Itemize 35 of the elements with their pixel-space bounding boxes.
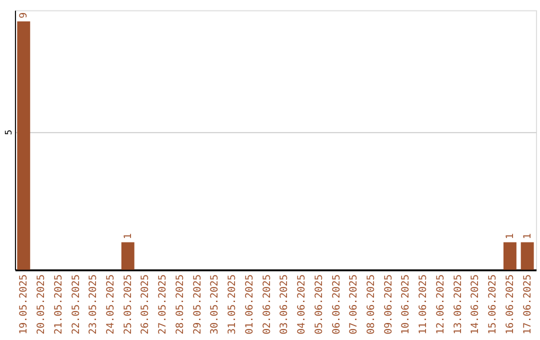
x-tick-label: 28.05.2025 xyxy=(174,274,186,334)
x-tick-label: 29.05.2025 xyxy=(192,274,204,334)
x-tick-label: 13.06.2025 xyxy=(452,274,464,334)
x-tick-label: 12.06.2025 xyxy=(435,274,446,334)
data-label: 1 xyxy=(504,233,516,240)
x-tick-label: 26.05.2025 xyxy=(140,274,152,334)
x-tick-label: 01.06.2025 xyxy=(244,274,256,334)
x-tick-label: 04.06.2025 xyxy=(296,274,308,334)
x-tick-label: 10.06.2025 xyxy=(400,274,412,334)
x-tick-label: 03.06.2025 xyxy=(279,274,290,334)
x-tick-label: 07.06.2025 xyxy=(348,274,360,334)
x-tick-label: 27.05.2025 xyxy=(158,274,169,334)
x-tick-label: 17.06.2025 xyxy=(522,274,534,334)
x-tick-label: 20.05.2025 xyxy=(36,274,48,334)
x-tick-label: 25.05.2025 xyxy=(122,274,134,334)
x-tick-label: 02.06.2025 xyxy=(262,274,273,334)
x-tick-label: 09.06.2025 xyxy=(383,274,394,334)
y-tick-label: 5 xyxy=(4,130,14,135)
x-tick-label: 05.06.2025 xyxy=(314,274,325,334)
x-tick-label: 30.05.2025 xyxy=(210,274,221,334)
x-tick-label: 08.06.2025 xyxy=(366,274,378,334)
x-tick-label: 22.05.2025 xyxy=(70,274,82,334)
x-tick-label: 11.06.2025 xyxy=(418,274,430,334)
data-label: 1 xyxy=(122,233,134,240)
x-tick-label: 16.06.2025 xyxy=(504,274,516,334)
x-tick-label: 24.05.2025 xyxy=(105,274,116,334)
x-tick-label: 21.05.2025 xyxy=(53,274,64,334)
data-label: 1 xyxy=(522,233,534,240)
x-tick-label: 06.06.2025 xyxy=(331,274,342,334)
x-tick-label: 19.05.2025 xyxy=(18,274,30,334)
x-tick-label: 15.06.2025 xyxy=(488,274,499,334)
x-tick-label: 14.06.2025 xyxy=(470,274,482,334)
x-tick-label: 23.05.2025 xyxy=(88,274,100,334)
x-tick-label: 31.05.2025 xyxy=(227,274,238,334)
data-label: 9 xyxy=(18,12,30,18)
